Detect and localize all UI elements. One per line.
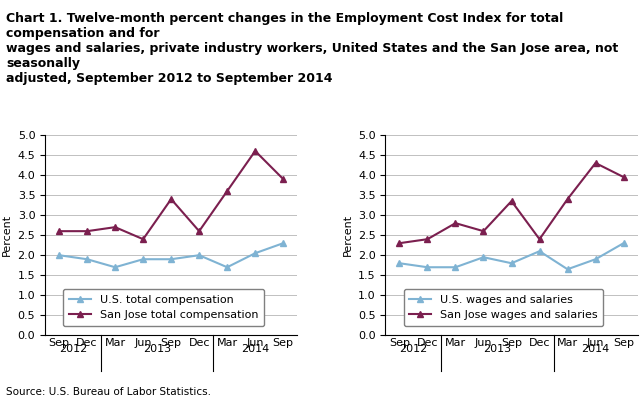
U.S. total compensation [167,257,175,262]
San Jose total compensation [55,229,63,234]
Legend: U.S. total compensation, San Jose total compensation: U.S. total compensation, San Jose total … [63,289,264,326]
San Jose total compensation [111,225,119,229]
San Jose total compensation [279,177,287,182]
U.S. total compensation [83,257,91,262]
San Jose total compensation [251,148,259,153]
San Jose wages and salaries [592,161,600,166]
U.S. wages and salaries [480,255,488,260]
San Jose wages and salaries [564,197,571,202]
U.S. total compensation [111,265,119,270]
Y-axis label: Percent: Percent [343,214,352,256]
Line: U.S. total compensation: U.S. total compensation [55,240,287,271]
Line: San Jose wages and salaries: San Jose wages and salaries [396,160,627,247]
U.S. total compensation [139,257,147,262]
Legend: U.S. wages and salaries, San Jose wages and salaries: U.S. wages and salaries, San Jose wages … [404,289,603,326]
Line: U.S. wages and salaries: U.S. wages and salaries [396,240,627,273]
San Jose total compensation [223,189,231,193]
San Jose total compensation [195,229,203,234]
U.S. wages and salaries [620,241,627,246]
U.S. wages and salaries [564,267,571,272]
Y-axis label: Percent: Percent [2,214,12,256]
Text: 2013: 2013 [143,344,171,354]
Text: 2014: 2014 [241,344,269,354]
Text: 2012: 2012 [59,344,87,354]
U.S. wages and salaries [395,261,403,266]
San Jose total compensation [83,229,91,234]
San Jose wages and salaries [395,241,403,246]
San Jose wages and salaries [480,229,488,234]
U.S. total compensation [195,253,203,258]
Text: Chart 1. Twelve-month percent changes in the Employment Cost Index for total com: Chart 1. Twelve-month percent changes in… [6,12,619,85]
U.S. total compensation [223,265,231,270]
San Jose total compensation [167,197,175,202]
U.S. wages and salaries [451,265,459,270]
Text: 2013: 2013 [484,344,511,354]
San Jose total compensation [139,237,147,242]
Text: Source: U.S. Bureau of Labor Statistics.: Source: U.S. Bureau of Labor Statistics. [6,387,211,397]
Text: 2012: 2012 [399,344,428,354]
U.S. total compensation [279,241,287,246]
Line: San Jose total compensation: San Jose total compensation [55,148,287,243]
U.S. total compensation [55,253,63,258]
U.S. wages and salaries [424,265,431,270]
U.S. wages and salaries [507,261,515,266]
U.S. total compensation [251,251,259,256]
Text: 2014: 2014 [582,344,610,354]
San Jose wages and salaries [507,199,515,204]
San Jose wages and salaries [536,237,544,242]
San Jose wages and salaries [620,175,627,180]
U.S. wages and salaries [592,257,600,262]
San Jose wages and salaries [451,221,459,226]
U.S. wages and salaries [536,249,544,254]
San Jose wages and salaries [424,237,431,242]
